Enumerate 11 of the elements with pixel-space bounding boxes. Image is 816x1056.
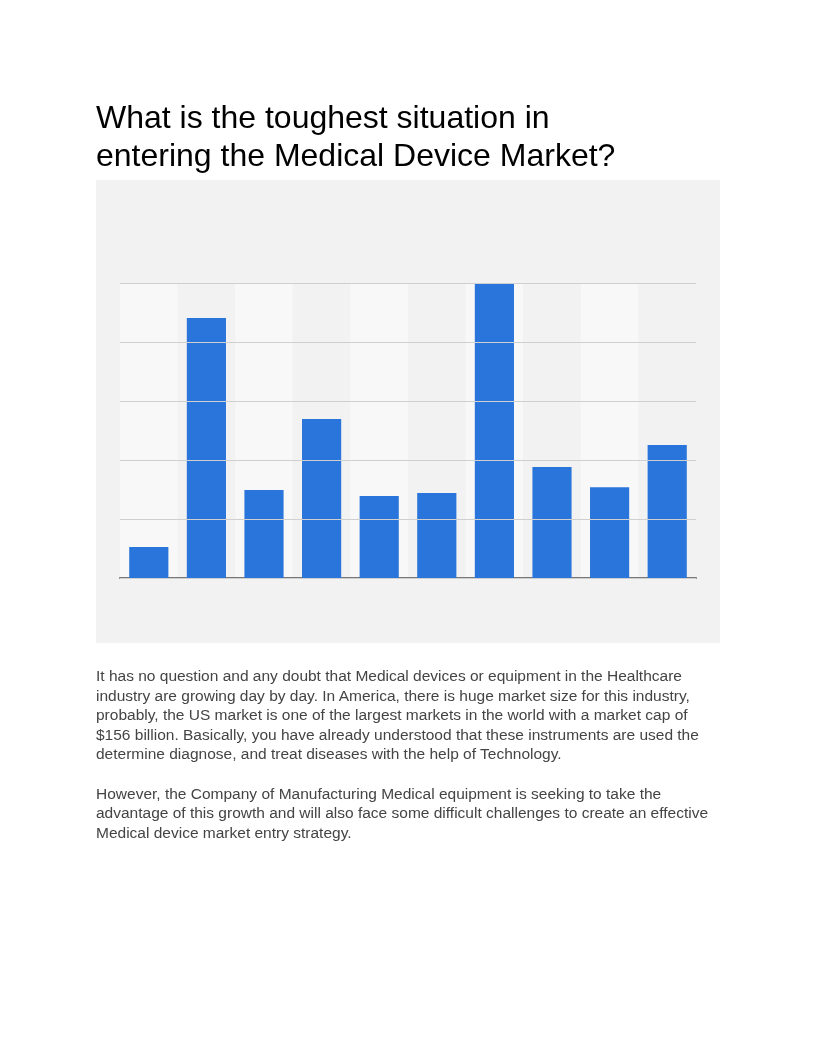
- bar: [129, 547, 169, 578]
- chart-title: What is the toughest situation in entering the Medical Device Market?: [96, 98, 616, 174]
- bar: [417, 493, 457, 578]
- bar: [244, 490, 284, 578]
- bar: [359, 495, 399, 578]
- text: However, the Company of Manufacturing Medical equipment is seeking to take the advantage of this growth and will also face some difficult challenges to create an effective Medical device market entry strategy.: [96, 783, 710, 842]
- bar: [532, 467, 572, 578]
- bar: [647, 444, 687, 578]
- bar: [590, 487, 630, 578]
- bar: [302, 419, 342, 578]
- text: It has no question and any doubt that Medical devices or equipment in the Healthcare industry are growing day by day. In America, there is huge market size for this industry, probably, the US market is one of the largest markets in the world with a market cap of $156 billion. Basically, you have already understood that these instruments are used the determine diagnose, and treat diseases with the help of Technology.: [96, 666, 700, 764]
